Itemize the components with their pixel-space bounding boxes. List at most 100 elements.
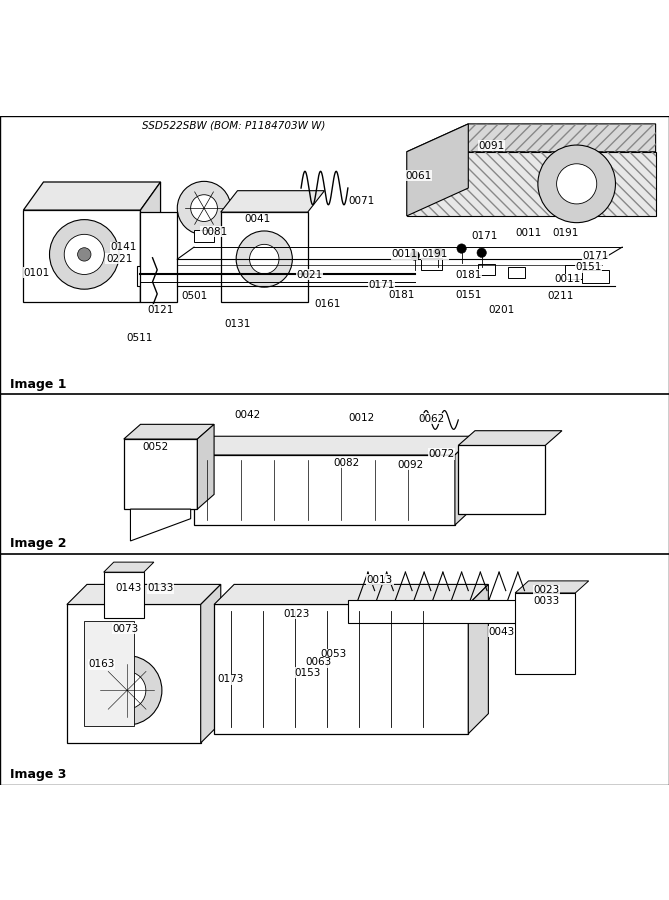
Circle shape: [250, 244, 279, 274]
Polygon shape: [407, 124, 468, 216]
FancyBboxPatch shape: [214, 605, 468, 734]
FancyBboxPatch shape: [508, 267, 525, 278]
Text: 0131: 0131: [224, 320, 251, 329]
Circle shape: [50, 220, 119, 289]
Text: 0151: 0151: [455, 290, 482, 300]
Text: 0163: 0163: [88, 659, 115, 669]
Text: 0062: 0062: [418, 414, 445, 424]
Text: 0221: 0221: [106, 254, 132, 264]
Text: 0071: 0071: [348, 196, 375, 206]
FancyBboxPatch shape: [84, 621, 134, 726]
FancyBboxPatch shape: [421, 258, 442, 270]
Text: Image 3: Image 3: [10, 769, 66, 781]
Text: 0511: 0511: [126, 333, 153, 343]
Circle shape: [457, 244, 466, 253]
Text: 0012: 0012: [348, 413, 375, 423]
Text: 0143: 0143: [115, 583, 142, 593]
Polygon shape: [201, 584, 221, 743]
Circle shape: [410, 251, 419, 260]
FancyBboxPatch shape: [458, 446, 545, 514]
Polygon shape: [23, 182, 161, 210]
Text: 0171: 0171: [582, 251, 609, 261]
Text: 0013: 0013: [367, 575, 393, 585]
Polygon shape: [455, 436, 475, 525]
Text: 0043: 0043: [488, 627, 515, 637]
Text: 0161: 0161: [314, 299, 341, 310]
FancyBboxPatch shape: [565, 266, 592, 279]
Text: 0151: 0151: [575, 263, 602, 273]
Circle shape: [236, 231, 292, 287]
FancyBboxPatch shape: [23, 210, 140, 302]
Text: 0191: 0191: [553, 228, 579, 238]
Text: 0123: 0123: [284, 609, 310, 619]
Polygon shape: [130, 509, 191, 541]
Text: 0181: 0181: [388, 290, 415, 300]
FancyBboxPatch shape: [124, 439, 197, 509]
FancyBboxPatch shape: [194, 455, 455, 525]
Polygon shape: [124, 424, 214, 439]
Text: 0081: 0081: [201, 227, 227, 237]
FancyBboxPatch shape: [194, 230, 214, 241]
FancyBboxPatch shape: [221, 212, 308, 302]
Polygon shape: [197, 424, 214, 509]
Circle shape: [538, 145, 615, 222]
Polygon shape: [67, 584, 221, 605]
FancyBboxPatch shape: [67, 605, 201, 743]
Polygon shape: [468, 584, 488, 734]
Circle shape: [177, 182, 231, 235]
Text: 0011: 0011: [515, 228, 542, 238]
Circle shape: [434, 248, 443, 256]
Polygon shape: [104, 562, 154, 572]
Text: 0201: 0201: [488, 304, 515, 314]
Circle shape: [64, 234, 104, 274]
Polygon shape: [407, 152, 656, 216]
Polygon shape: [140, 182, 161, 302]
FancyBboxPatch shape: [137, 266, 145, 286]
Text: 0023: 0023: [533, 586, 560, 596]
Text: 0091: 0091: [478, 140, 505, 150]
Text: 0181: 0181: [455, 270, 482, 280]
FancyBboxPatch shape: [478, 264, 495, 274]
Polygon shape: [221, 191, 324, 212]
FancyBboxPatch shape: [104, 572, 144, 618]
Text: 0033: 0033: [533, 596, 560, 607]
Text: SSD522SBW (BOM: P1184703W W): SSD522SBW (BOM: P1184703W W): [142, 121, 326, 130]
Text: 0082: 0082: [333, 458, 360, 468]
Text: 0141: 0141: [110, 242, 137, 252]
Circle shape: [477, 248, 486, 257]
Text: 0173: 0173: [217, 674, 244, 685]
Circle shape: [557, 164, 597, 204]
Text: 0011: 0011: [391, 249, 418, 259]
Polygon shape: [214, 584, 488, 605]
Circle shape: [191, 194, 217, 221]
Text: 0072: 0072: [428, 449, 455, 459]
Polygon shape: [194, 436, 475, 455]
Text: 0053: 0053: [320, 649, 347, 659]
Text: Image 2: Image 2: [10, 537, 66, 551]
Text: 0121: 0121: [147, 304, 174, 314]
Text: 0052: 0052: [142, 442, 169, 453]
FancyBboxPatch shape: [582, 270, 609, 284]
Text: 0171: 0171: [472, 231, 498, 241]
Circle shape: [92, 655, 162, 725]
Text: 0171: 0171: [368, 280, 395, 290]
Text: 0042: 0042: [234, 410, 261, 420]
Text: 0211: 0211: [547, 291, 574, 302]
Text: 0063: 0063: [305, 657, 332, 667]
Polygon shape: [407, 124, 656, 152]
Text: 0501: 0501: [181, 291, 207, 302]
Text: Image 1: Image 1: [10, 378, 66, 392]
Text: 0191: 0191: [421, 249, 448, 259]
Text: 0073: 0073: [112, 624, 139, 634]
Text: 0101: 0101: [23, 267, 50, 278]
FancyBboxPatch shape: [515, 593, 575, 674]
Text: 0061: 0061: [405, 171, 432, 181]
FancyBboxPatch shape: [140, 212, 177, 302]
Text: 0041: 0041: [244, 214, 271, 224]
Text: 0011: 0011: [554, 274, 581, 284]
Text: 0133: 0133: [147, 583, 174, 593]
Polygon shape: [458, 431, 562, 446]
Circle shape: [108, 671, 146, 709]
Text: 0092: 0092: [397, 460, 423, 470]
Text: 0021: 0021: [296, 270, 323, 280]
